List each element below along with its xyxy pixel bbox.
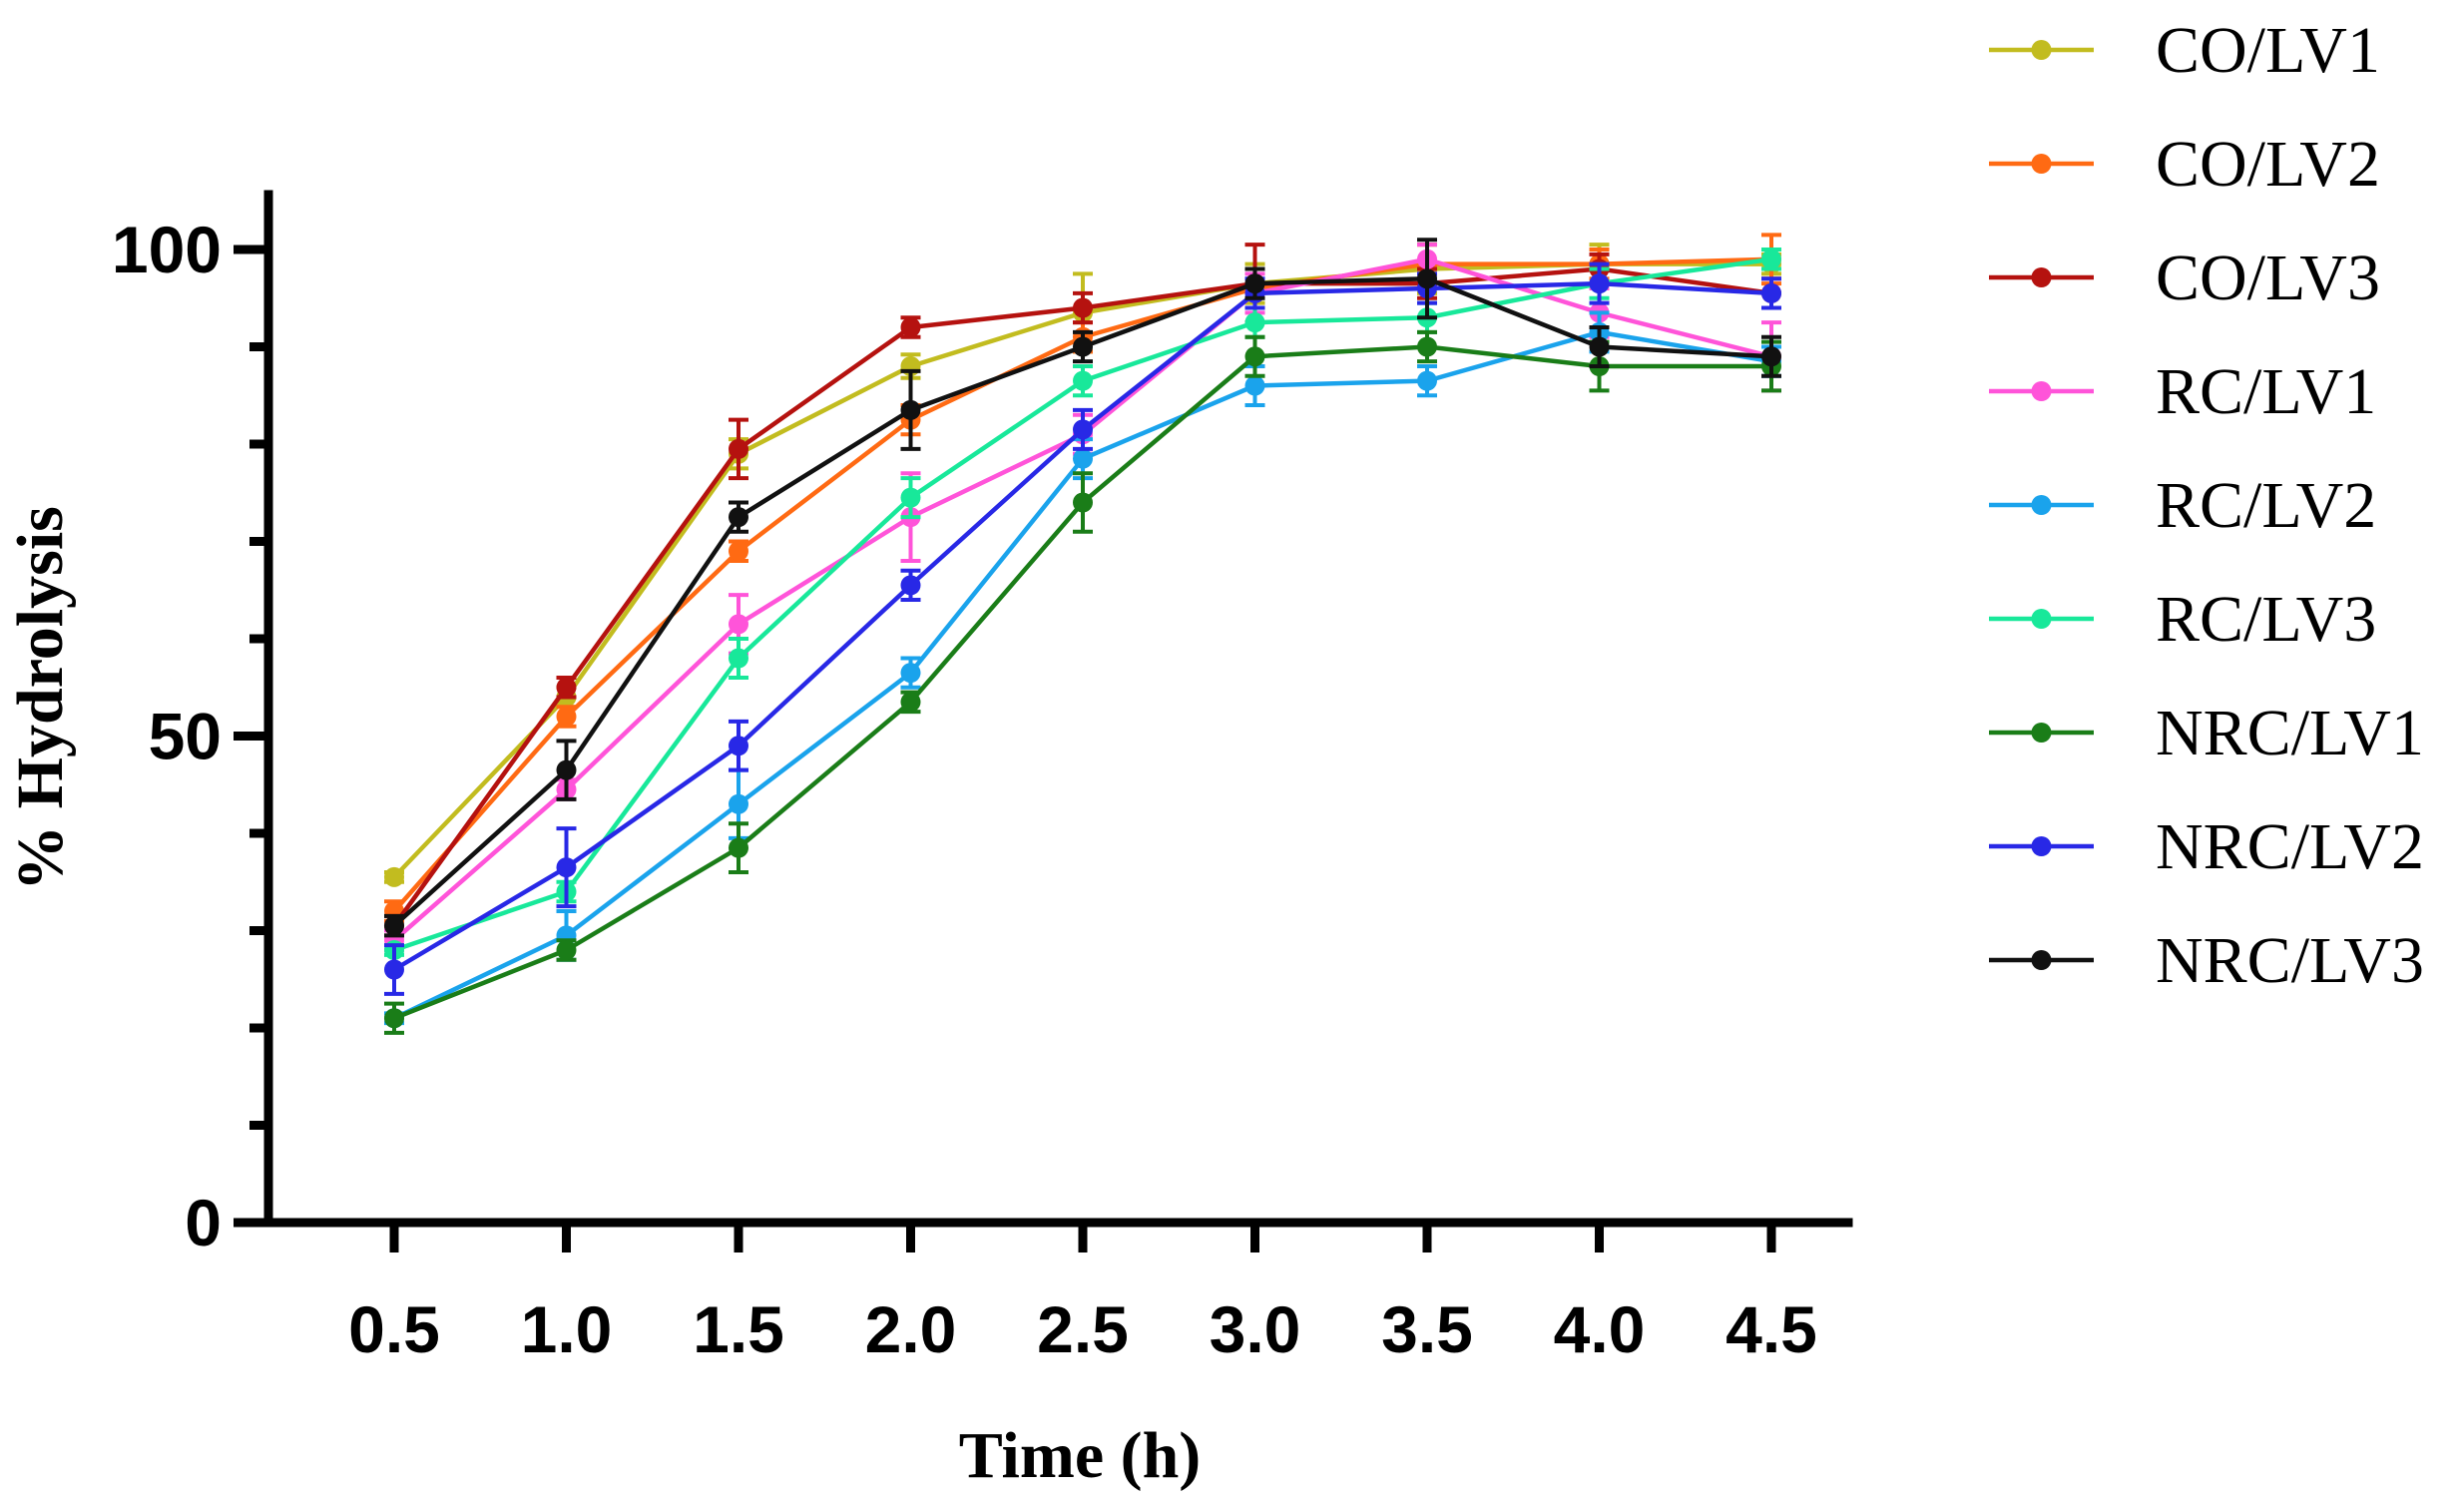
- legend-label: NRC/LV1: [2156, 697, 2424, 769]
- data-point: [1073, 336, 1093, 357]
- x-tick-label: 2.0: [865, 1292, 957, 1366]
- legend-marker: [2031, 609, 2052, 629]
- data-point: [1761, 249, 1781, 269]
- legend-marker: [2031, 950, 2052, 970]
- data-point: [1073, 492, 1093, 513]
- x-tick-label: 0.5: [348, 1292, 440, 1366]
- data-point: [1417, 370, 1437, 391]
- legend-item: CO/LV3: [1989, 242, 2380, 314]
- legend-label: RC/LV1: [2156, 355, 2376, 428]
- data-point: [1073, 419, 1093, 440]
- data-point: [556, 940, 577, 960]
- x-tick-label: 2.5: [1037, 1292, 1129, 1366]
- data-point: [729, 541, 748, 562]
- legend-label: NRC/LV3: [2156, 924, 2424, 997]
- data-point: [729, 793, 748, 814]
- data-point: [900, 317, 921, 337]
- legend-item: NRC/LV2: [1989, 810, 2424, 883]
- data-point: [900, 663, 921, 684]
- data-point: [729, 438, 748, 459]
- legend-item: CO/LV1: [1989, 14, 2380, 87]
- legend-item: NRC/LV3: [1989, 924, 2424, 997]
- data-point: [1589, 273, 1610, 294]
- data-point: [900, 692, 921, 713]
- data-point: [1589, 336, 1610, 357]
- data-point: [729, 648, 748, 669]
- data-point: [1073, 448, 1093, 469]
- data-point: [900, 399, 921, 420]
- data-point: [556, 707, 577, 727]
- data-point: [1073, 297, 1093, 318]
- x-tick-label: 4.0: [1554, 1292, 1646, 1366]
- data-point: [556, 759, 577, 780]
- y-tick-label: 0: [185, 1186, 222, 1259]
- data-point: [1417, 268, 1437, 289]
- x-tick-label: 4.5: [1725, 1292, 1817, 1366]
- legend-label: NRC/LV2: [2156, 810, 2424, 883]
- axes-layer: [263, 190, 1853, 1228]
- data-point: [1244, 312, 1265, 333]
- data-point: [1244, 346, 1265, 367]
- data-point: [1244, 273, 1265, 294]
- legend-marker: [2031, 723, 2052, 743]
- y-tick-label: 100: [112, 213, 222, 286]
- legend-item: NRC/LV1: [1989, 697, 2424, 769]
- data-point: [1417, 336, 1437, 357]
- x-tick-label: 3.0: [1210, 1292, 1301, 1366]
- legend-label: RC/LV2: [2156, 469, 2376, 542]
- data-point: [384, 959, 404, 980]
- x-tick-label: 1.5: [693, 1292, 784, 1366]
- legend-marker: [2031, 381, 2052, 401]
- data-point: [556, 677, 577, 698]
- series-nrc-lv3: [384, 238, 1781, 938]
- legend-marker: [2031, 495, 2052, 515]
- y-axis-title: % Hydrolysis: [4, 506, 77, 891]
- data-point: [384, 1008, 404, 1029]
- legend-item: RC/LV2: [1989, 469, 2376, 542]
- data-point: [556, 857, 577, 878]
- data-point: [1073, 370, 1093, 391]
- legend: CO/LV1 CO/LV2 CO/LV3 RC/LV1 RC/LV2 RC/LV3 NRC/…: [1989, 14, 2424, 997]
- legend-label: RC/LV3: [2156, 583, 2376, 656]
- y-tick-label: 50: [149, 700, 222, 773]
- ticks-layer: 0.5 1.0 1.5 2.0 2.5 3.0 3.5 4.0 4.5 0 50 100: [112, 213, 1817, 1366]
- series-layer: [384, 233, 1781, 1035]
- data-point: [729, 614, 748, 635]
- data-point: [1761, 346, 1781, 367]
- legend-label: CO/LV1: [2156, 14, 2380, 87]
- legend-marker: [2031, 836, 2052, 856]
- legend-item: CO/LV2: [1989, 128, 2380, 201]
- data-point: [729, 507, 748, 528]
- x-tick-label: 1.0: [521, 1292, 613, 1366]
- data-point: [1761, 282, 1781, 303]
- data-point: [384, 915, 404, 936]
- data-point: [1244, 375, 1265, 396]
- data-point: [900, 487, 921, 508]
- legend-marker: [2031, 40, 2052, 60]
- x-tick-label: 3.5: [1381, 1292, 1473, 1366]
- data-point: [900, 575, 921, 596]
- x-axis-title: Time (h): [959, 1419, 1202, 1492]
- legend-marker: [2031, 267, 2052, 287]
- data-point: [729, 736, 748, 756]
- data-point: [384, 866, 404, 887]
- legend-item: RC/LV3: [1989, 583, 2376, 656]
- legend-label: CO/LV3: [2156, 242, 2380, 314]
- legend-item: RC/LV1: [1989, 355, 2376, 428]
- legend-marker: [2031, 154, 2052, 174]
- data-point: [729, 837, 748, 858]
- legend-label: CO/LV2: [2156, 128, 2380, 201]
